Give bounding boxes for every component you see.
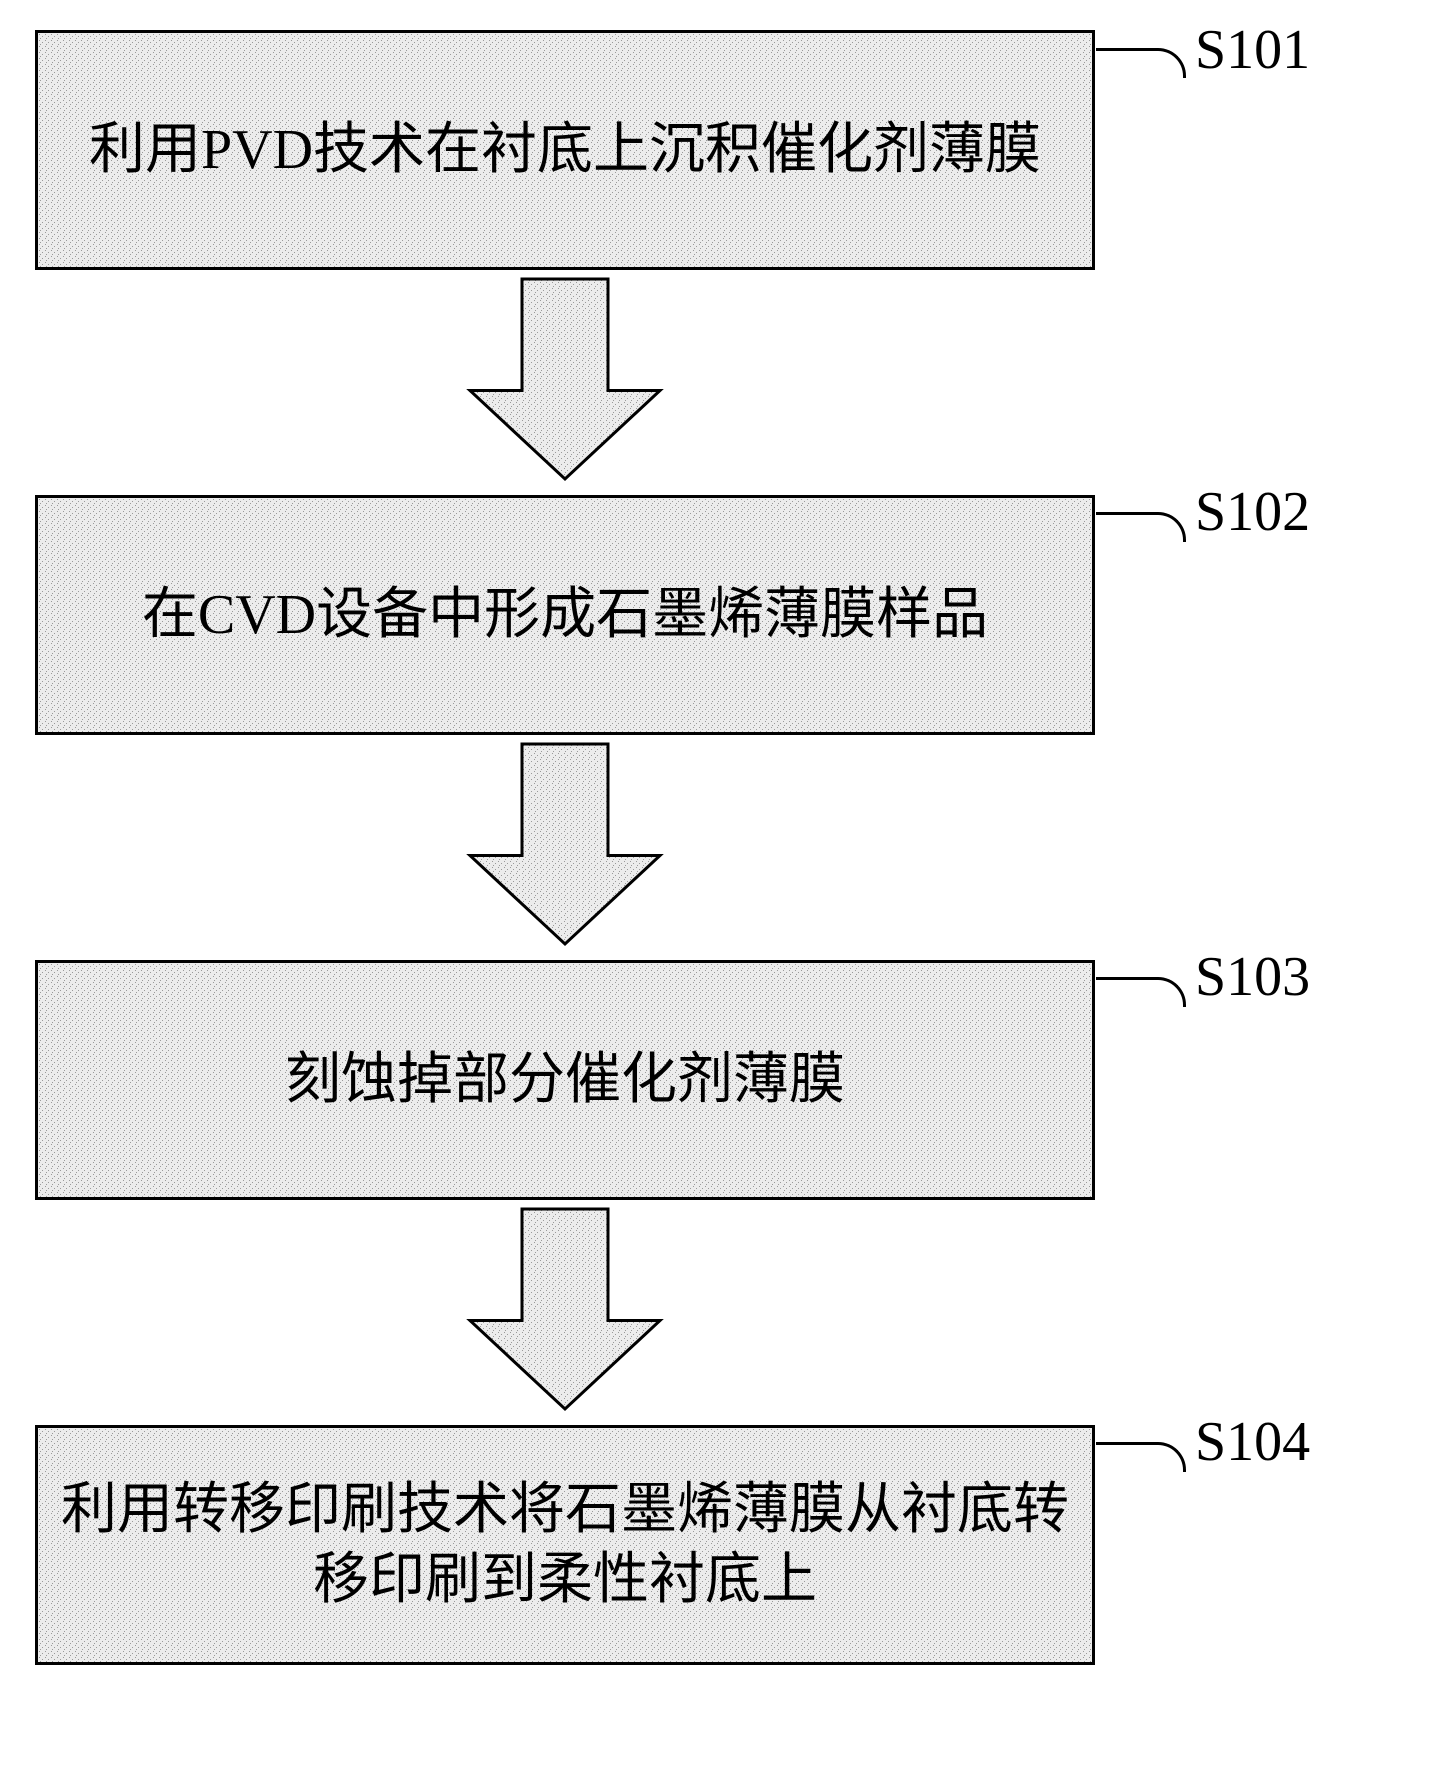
step-box-s103: 刻蚀掉部分催化剂薄膜 [35,960,1095,1200]
step-box-s101: 利用PVD技术在衬底上沉积催化剂薄膜 [35,30,1095,270]
arrow-a1 [455,275,675,485]
leader-s102 [1096,512,1186,542]
step-label-s104: S104 [1195,1410,1310,1474]
leader-s103 [1096,977,1186,1007]
step-label-s102: S102 [1195,480,1310,544]
arrow-a2 [455,740,675,950]
leader-s104 [1096,1442,1186,1472]
step-box-s104: 利用转移印刷技术将石墨烯薄膜从衬底转移印刷到柔性衬底上 [35,1425,1095,1665]
leader-s101 [1096,48,1186,78]
step-text: 在CVD设备中形成石墨烯薄膜样品 [142,580,988,650]
step-label-s103: S103 [1195,945,1310,1009]
step-text: 利用PVD技术在衬底上沉积催化剂薄膜 [89,115,1041,185]
step-text: 刻蚀掉部分催化剂薄膜 [285,1045,845,1115]
step-box-s102: 在CVD设备中形成石墨烯薄膜样品 [35,495,1095,735]
arrow-a3 [455,1205,675,1415]
flowchart-canvas: 利用PVD技术在衬底上沉积催化剂薄膜 在CVD设备中形成石墨烯薄膜样品 刻蚀掉部… [0,0,1441,1775]
step-text: 利用转移印刷技术将石墨烯薄膜从衬底转移印刷到柔性衬底上 [58,1475,1072,1615]
step-label-s101: S101 [1195,18,1310,82]
